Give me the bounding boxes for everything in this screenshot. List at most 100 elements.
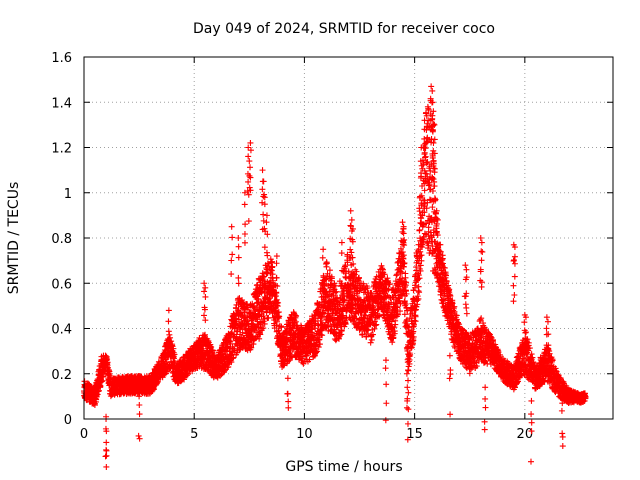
data-point	[104, 359, 111, 366]
data-point	[389, 294, 396, 301]
data-point	[394, 304, 401, 311]
x-tick-label: 10	[296, 427, 313, 442]
data-point	[394, 311, 401, 318]
data-point	[228, 359, 235, 366]
data-point	[415, 283, 422, 290]
data-point	[314, 348, 321, 355]
data-point	[316, 336, 323, 343]
data-point	[353, 315, 360, 322]
data-point	[369, 331, 376, 338]
data-point	[260, 313, 267, 320]
data-point	[236, 316, 243, 323]
data-point	[270, 277, 277, 284]
y-tick-label: 1.4	[51, 96, 72, 111]
data-point	[392, 321, 399, 328]
chart-title: Day 049 of 2024, SRMTID for receiver coc…	[193, 21, 495, 37]
data-point	[319, 332, 326, 339]
data-point	[336, 332, 343, 339]
data-point	[260, 274, 267, 281]
data-point	[388, 325, 395, 332]
y-tick-label: 0	[64, 413, 72, 428]
data-point	[333, 298, 340, 305]
data-point	[275, 299, 282, 306]
data-point	[317, 341, 324, 348]
data-point	[390, 334, 397, 341]
data-point	[209, 347, 216, 354]
data-point	[276, 313, 283, 320]
data-point	[263, 270, 270, 277]
data-point	[167, 334, 174, 341]
data-point	[288, 353, 295, 360]
data-point	[384, 311, 391, 318]
data-point	[334, 294, 341, 301]
data-point	[263, 309, 270, 316]
data-point	[315, 337, 322, 344]
x-tick-label: 5	[190, 427, 198, 442]
data-point	[416, 226, 423, 233]
data-point	[386, 330, 393, 337]
data-point	[306, 356, 313, 363]
data-point	[251, 302, 258, 309]
data-point	[398, 269, 405, 276]
data-point	[402, 274, 409, 281]
x-tick-label: 0	[80, 427, 88, 442]
data-point	[278, 324, 285, 331]
data-point	[250, 341, 257, 348]
data-point	[202, 331, 209, 338]
data-point	[401, 311, 408, 318]
data-point	[368, 336, 375, 343]
data-point	[401, 242, 408, 249]
data-point	[225, 363, 232, 370]
data-point	[269, 263, 276, 270]
data-point	[307, 337, 314, 344]
data-point	[248, 344, 255, 351]
data-point	[393, 272, 400, 279]
data-point	[332, 289, 339, 296]
y-tick-label: 1.2	[51, 142, 72, 157]
data-point	[466, 370, 473, 377]
data-point	[275, 327, 282, 334]
data-point	[253, 335, 260, 342]
data-point	[394, 271, 401, 278]
data-point	[239, 329, 246, 336]
data-point	[376, 312, 383, 319]
data-point	[396, 297, 403, 304]
data-point	[240, 320, 247, 327]
data-point	[335, 335, 342, 342]
data-point	[261, 320, 268, 327]
data-point	[340, 312, 347, 319]
data-point	[184, 371, 191, 378]
y-tick-label: 1	[64, 187, 72, 202]
data-points	[80, 83, 589, 470]
data-point	[260, 325, 267, 332]
data-point	[384, 305, 391, 312]
data-point	[265, 314, 272, 321]
data-point	[243, 345, 250, 352]
data-point	[326, 267, 333, 274]
data-point	[341, 296, 348, 303]
data-point	[371, 309, 378, 316]
data-point	[323, 260, 330, 267]
data-point	[334, 324, 341, 331]
data-point	[324, 321, 331, 328]
data-point	[385, 306, 392, 313]
data-point	[95, 387, 102, 394]
data-point	[356, 274, 363, 281]
data-point	[332, 282, 339, 289]
data-point	[381, 271, 388, 278]
data-point	[283, 341, 290, 348]
y-tick-label: 0.8	[51, 232, 72, 247]
data-point	[391, 328, 398, 335]
data-point	[287, 349, 294, 356]
x-tick-label: 15	[406, 427, 423, 442]
data-point	[396, 308, 403, 315]
data-point	[397, 300, 404, 307]
data-point	[384, 275, 391, 282]
data-point	[264, 290, 271, 297]
data-point	[166, 331, 173, 338]
data-point	[367, 339, 374, 346]
data-point	[227, 340, 234, 347]
data-point	[273, 289, 280, 296]
y-tick-label: 0.2	[51, 368, 72, 383]
data-point	[293, 312, 300, 319]
